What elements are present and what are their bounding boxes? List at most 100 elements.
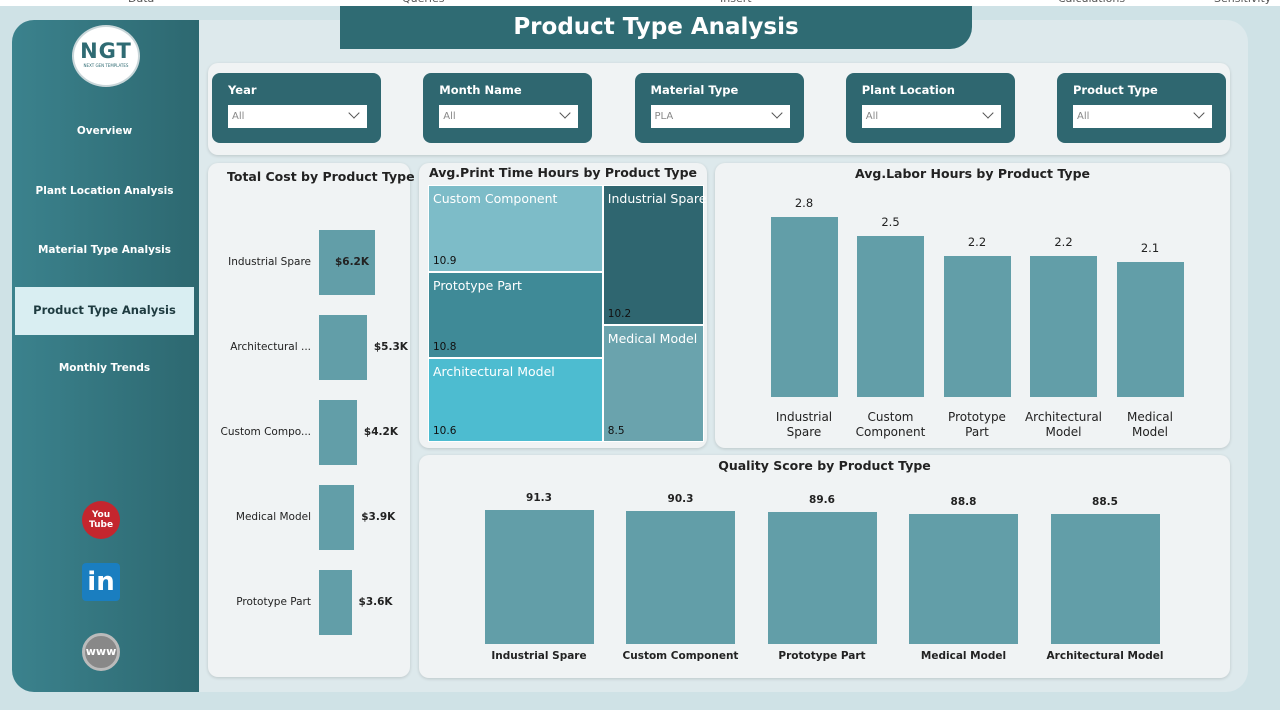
filter-dropdown[interactable] xyxy=(861,105,1001,128)
cell-label: Medical Model xyxy=(607,331,698,347)
data-label: 10.6 xyxy=(433,425,457,437)
y-tick-label: Medical Model xyxy=(235,511,311,523)
web-icon[interactable]: www xyxy=(82,633,120,671)
chart-panel: Avg.Print Time Hours by Product Type Cust… xyxy=(419,163,707,448)
logo-subtitle: NEXT GEN TEMPLATES xyxy=(83,63,129,68)
bar[interactable] xyxy=(767,512,877,644)
x-tick-label: Industrial Spare xyxy=(491,650,587,662)
linkedin-icon[interactable]: in xyxy=(82,563,120,601)
logo: NGT NEXT GEN TEMPLATES xyxy=(72,25,140,87)
icon-text: Tube xyxy=(88,520,114,530)
ribbon-tab[interactable]: Insert xyxy=(720,0,752,5)
treemap-cell[interactable] xyxy=(428,271,603,358)
data-label: 2.2 xyxy=(1054,234,1073,249)
icon-text: You xyxy=(91,510,111,520)
chart-title: Avg.Print Time Hours by Product Type xyxy=(428,165,698,180)
nav-item[interactable]: Material Type Analysis xyxy=(37,244,172,256)
bar[interactable] xyxy=(484,510,594,644)
data-label: 2.8 xyxy=(794,196,814,210)
ribbon-tab[interactable]: Data xyxy=(128,0,154,5)
chart-panel: Total Cost by Product Type Industrial Spa… xyxy=(208,163,415,677)
filter-value: All xyxy=(1077,111,1090,122)
data-label: 2.5 xyxy=(881,215,900,230)
bar[interactable] xyxy=(770,217,838,397)
filter-dropdown[interactable] xyxy=(228,105,367,128)
youtube-icon[interactable]: You Tube xyxy=(82,501,120,539)
data-label: 88.8 xyxy=(950,495,977,508)
chart-title: Quality Score by Product Type xyxy=(718,458,931,473)
treemap-cell[interactable] xyxy=(602,325,704,442)
nav-item[interactable]: Plant Location Analysis xyxy=(35,185,174,197)
filter-label: Material Type xyxy=(650,83,739,97)
data-label: $4.2K xyxy=(363,426,398,438)
chart-panel: Avg.Labor Hours by Product Type 2.8 Indust… xyxy=(715,163,1230,448)
nav-item[interactable]: Overview xyxy=(76,125,133,137)
bar[interactable] xyxy=(1116,262,1184,397)
x-tick-label: Prototype Part xyxy=(778,650,866,662)
treemap-cell[interactable] xyxy=(602,185,704,326)
nav-item[interactable]: Monthly Trends xyxy=(58,362,151,374)
cell-label: Prototype Part xyxy=(433,277,522,293)
cell-label: Architectural Model xyxy=(433,363,555,379)
ribbon-tab[interactable]: Calculations xyxy=(1058,0,1125,5)
data-label: 10.2 xyxy=(607,308,632,321)
filter-dropdown[interactable] xyxy=(1073,105,1212,128)
filter-label: Month Name xyxy=(439,83,522,97)
chart-title: Avg.Labor Hours by Product Type xyxy=(855,166,1090,181)
ribbon-tab[interactable]: Sensitivity xyxy=(1214,0,1271,5)
data-label: $5.3K xyxy=(373,341,408,353)
data-label: $6.2K xyxy=(334,256,369,268)
treemap-cell[interactable] xyxy=(428,357,603,442)
filter-value: All xyxy=(443,111,456,122)
y-tick-label: Custom Compo... xyxy=(220,426,311,438)
ribbon: Data Queries Insert Calculations Sensitivity xyxy=(0,0,1280,6)
nav-item[interactable]: Product Type Analysis xyxy=(33,303,176,317)
data-label: 10.8 xyxy=(433,340,457,353)
data-label: 10.9 xyxy=(433,254,457,267)
filter-label: Plant Location xyxy=(861,83,955,97)
data-label: $3.6K xyxy=(358,596,393,608)
y-tick-label: Prototype Part xyxy=(236,596,311,608)
data-label: 2.1 xyxy=(1140,241,1160,255)
bar[interactable] xyxy=(1030,255,1097,397)
data-label: 8.5 xyxy=(607,425,625,437)
logo-title: NGT xyxy=(80,39,132,63)
x-tick-label: Custom Component xyxy=(855,410,926,439)
data-label: 89.6 xyxy=(809,494,835,507)
x-tick-label: Custom Component xyxy=(622,650,739,662)
chart-panel: Quality Score by Product Type 91.3 Industr… xyxy=(419,455,1230,678)
bar[interactable] xyxy=(319,570,352,635)
filter-value: All xyxy=(865,111,879,122)
bar[interactable] xyxy=(319,400,357,465)
data-label: 91.3 xyxy=(526,492,552,504)
y-tick-label: Architectural ... xyxy=(230,341,311,353)
bar[interactable] xyxy=(1050,514,1160,644)
bar[interactable] xyxy=(319,485,355,550)
x-tick-label: Industrial Spare xyxy=(775,410,833,439)
data-label: 88.5 xyxy=(1092,496,1118,509)
x-tick-label: Architectural Model xyxy=(1046,650,1164,662)
bar[interactable] xyxy=(319,230,375,295)
nav-active-bg xyxy=(15,287,194,335)
filter-label: Product Type xyxy=(1073,83,1158,97)
cell-label: Industrial Spare xyxy=(607,191,707,206)
treemap-cell[interactable] xyxy=(428,185,603,272)
bar[interactable] xyxy=(943,255,1011,397)
y-tick-label: Industrial Spare xyxy=(228,256,311,268)
ribbon-strip xyxy=(0,0,1280,6)
cell-label: Custom Component xyxy=(433,191,558,206)
x-tick-label: Architectural Model xyxy=(1024,410,1103,439)
bar[interactable] xyxy=(319,315,367,380)
filter-dropdown[interactable] xyxy=(650,105,790,128)
bar[interactable] xyxy=(626,511,735,644)
bar[interactable] xyxy=(909,513,1018,644)
page-title: Product Type Analysis xyxy=(340,6,972,49)
x-tick-label: Medical Model xyxy=(920,650,1007,662)
bar[interactable] xyxy=(857,236,924,397)
x-tick-label: Prototype Part xyxy=(948,410,1006,439)
filter-value: PLA xyxy=(654,111,674,122)
ribbon-tab[interactable]: Queries xyxy=(402,0,444,5)
filter-label: Year xyxy=(228,83,257,97)
filter-dropdown[interactable] xyxy=(439,105,579,128)
